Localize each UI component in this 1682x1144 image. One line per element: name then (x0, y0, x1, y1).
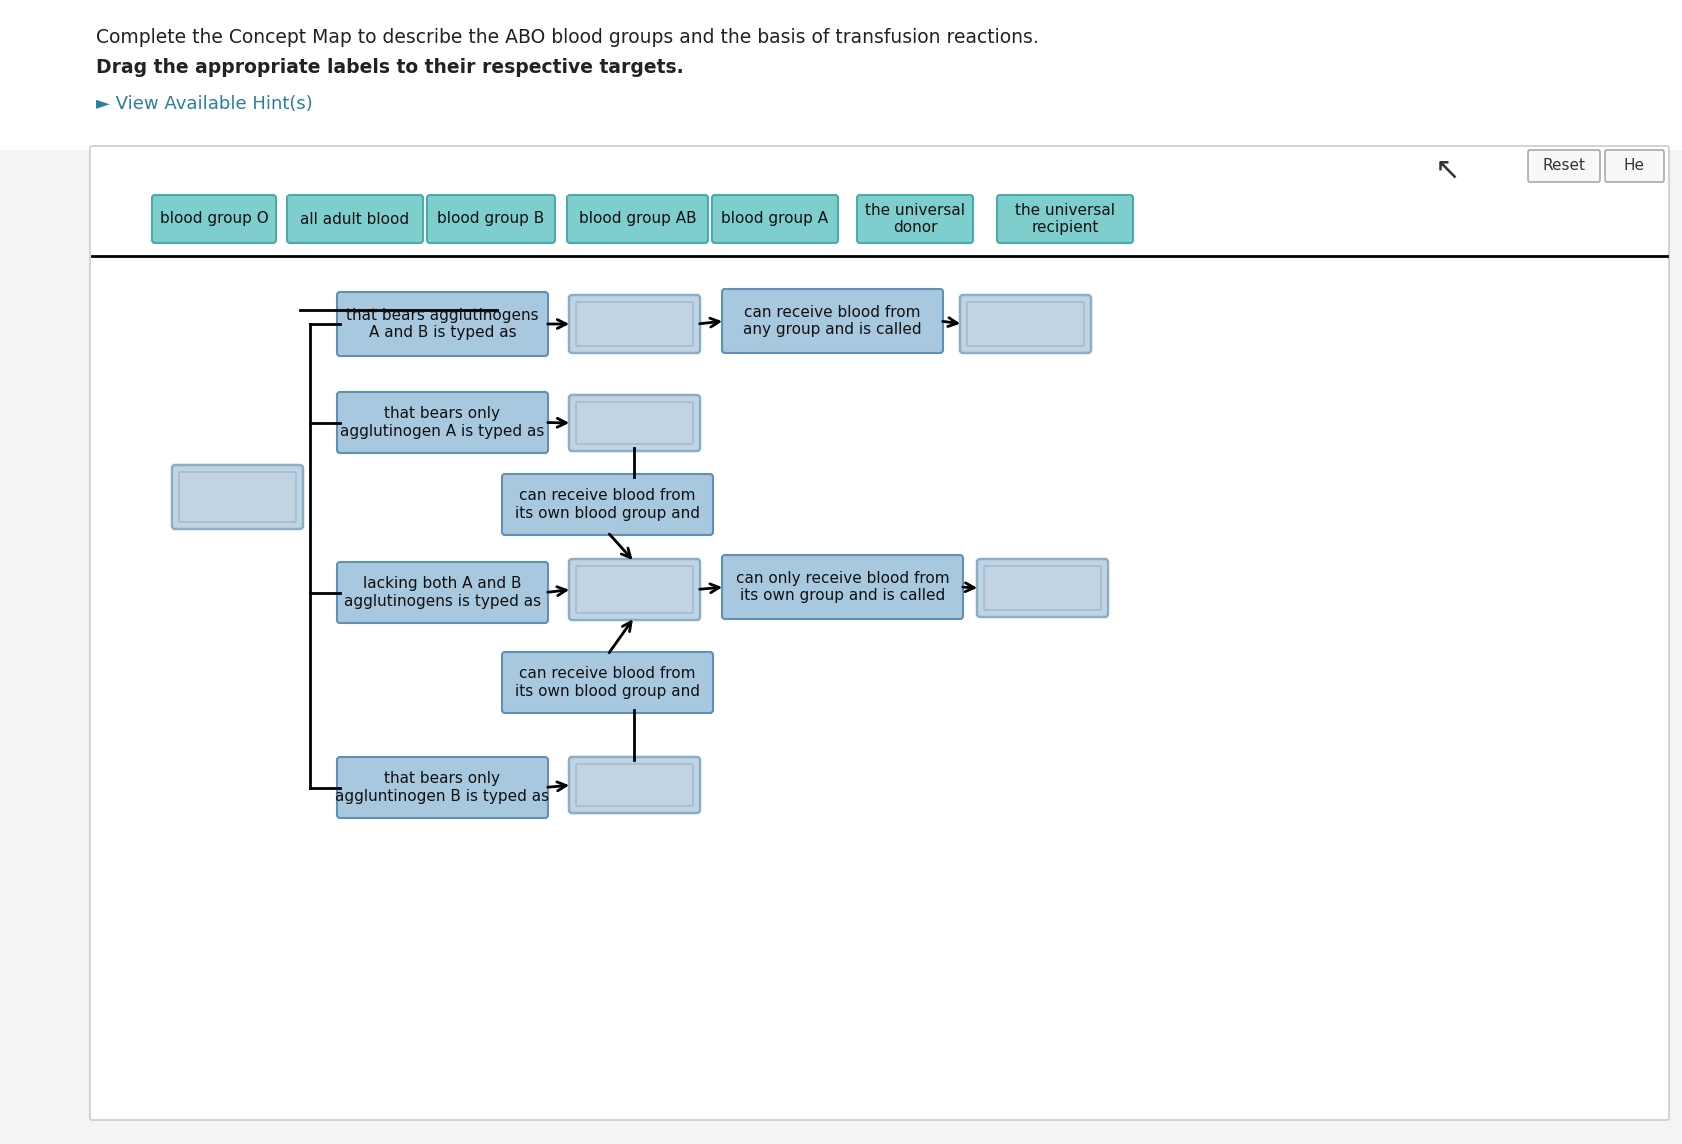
Text: all adult blood: all adult blood (301, 212, 409, 227)
Text: ► View Available Hint(s): ► View Available Hint(s) (96, 95, 313, 113)
Text: can receive blood from
any group and is called: can receive blood from any group and is … (743, 304, 922, 337)
Text: can receive blood from
its own blood group and: can receive blood from its own blood gro… (515, 666, 700, 699)
FancyBboxPatch shape (977, 559, 1107, 617)
Text: the universal
recipient: the universal recipient (1014, 202, 1115, 236)
Text: blood group B: blood group B (437, 212, 545, 227)
Text: that bears agglutinogens
A and B is typed as: that bears agglutinogens A and B is type… (346, 308, 538, 340)
FancyBboxPatch shape (89, 146, 1669, 1120)
Text: Complete the Concept Map to describe the ABO blood groups and the basis of trans: Complete the Concept Map to describe the… (96, 27, 1038, 47)
FancyBboxPatch shape (172, 464, 303, 529)
FancyBboxPatch shape (336, 562, 548, 623)
Text: that bears only
aggluntinogen B is typed as: that bears only aggluntinogen B is typed… (335, 771, 550, 804)
Text: that bears only
agglutinogen A is typed as: that bears only agglutinogen A is typed … (340, 406, 545, 438)
Text: He: He (1623, 159, 1643, 174)
FancyBboxPatch shape (1527, 150, 1600, 182)
FancyBboxPatch shape (0, 0, 1682, 150)
FancyBboxPatch shape (575, 764, 693, 807)
Text: blood group O: blood group O (160, 212, 267, 227)
FancyBboxPatch shape (959, 295, 1090, 353)
Text: Drag the appropriate labels to their respective targets.: Drag the appropriate labels to their res… (96, 58, 683, 77)
FancyBboxPatch shape (178, 472, 296, 522)
Text: the universal
donor: the universal donor (865, 202, 964, 236)
FancyBboxPatch shape (336, 392, 548, 453)
Text: can receive blood from
its own blood group and: can receive blood from its own blood gro… (515, 488, 700, 521)
FancyBboxPatch shape (1605, 150, 1663, 182)
FancyBboxPatch shape (569, 559, 700, 620)
FancyBboxPatch shape (722, 555, 962, 619)
FancyBboxPatch shape (569, 295, 700, 353)
FancyBboxPatch shape (984, 566, 1100, 610)
FancyBboxPatch shape (856, 194, 972, 243)
FancyBboxPatch shape (427, 194, 555, 243)
Text: can only receive blood from
its own group and is called: can only receive blood from its own grou… (735, 571, 949, 603)
FancyBboxPatch shape (501, 474, 713, 535)
FancyBboxPatch shape (722, 289, 942, 353)
FancyBboxPatch shape (967, 302, 1083, 345)
FancyBboxPatch shape (996, 194, 1132, 243)
FancyBboxPatch shape (575, 402, 693, 444)
Text: ↖: ↖ (1435, 156, 1460, 184)
Text: lacking both A and B
agglutinogens is typed as: lacking both A and B agglutinogens is ty… (343, 577, 540, 609)
FancyBboxPatch shape (569, 395, 700, 451)
FancyBboxPatch shape (151, 194, 276, 243)
FancyBboxPatch shape (575, 566, 693, 613)
FancyBboxPatch shape (711, 194, 838, 243)
Text: Reset: Reset (1542, 159, 1584, 174)
FancyBboxPatch shape (567, 194, 708, 243)
FancyBboxPatch shape (569, 757, 700, 813)
Text: blood group AB: blood group AB (579, 212, 696, 227)
FancyBboxPatch shape (336, 292, 548, 356)
FancyBboxPatch shape (288, 194, 422, 243)
FancyBboxPatch shape (336, 757, 548, 818)
FancyBboxPatch shape (501, 652, 713, 713)
FancyBboxPatch shape (575, 302, 693, 345)
Text: blood group A: blood group A (722, 212, 828, 227)
